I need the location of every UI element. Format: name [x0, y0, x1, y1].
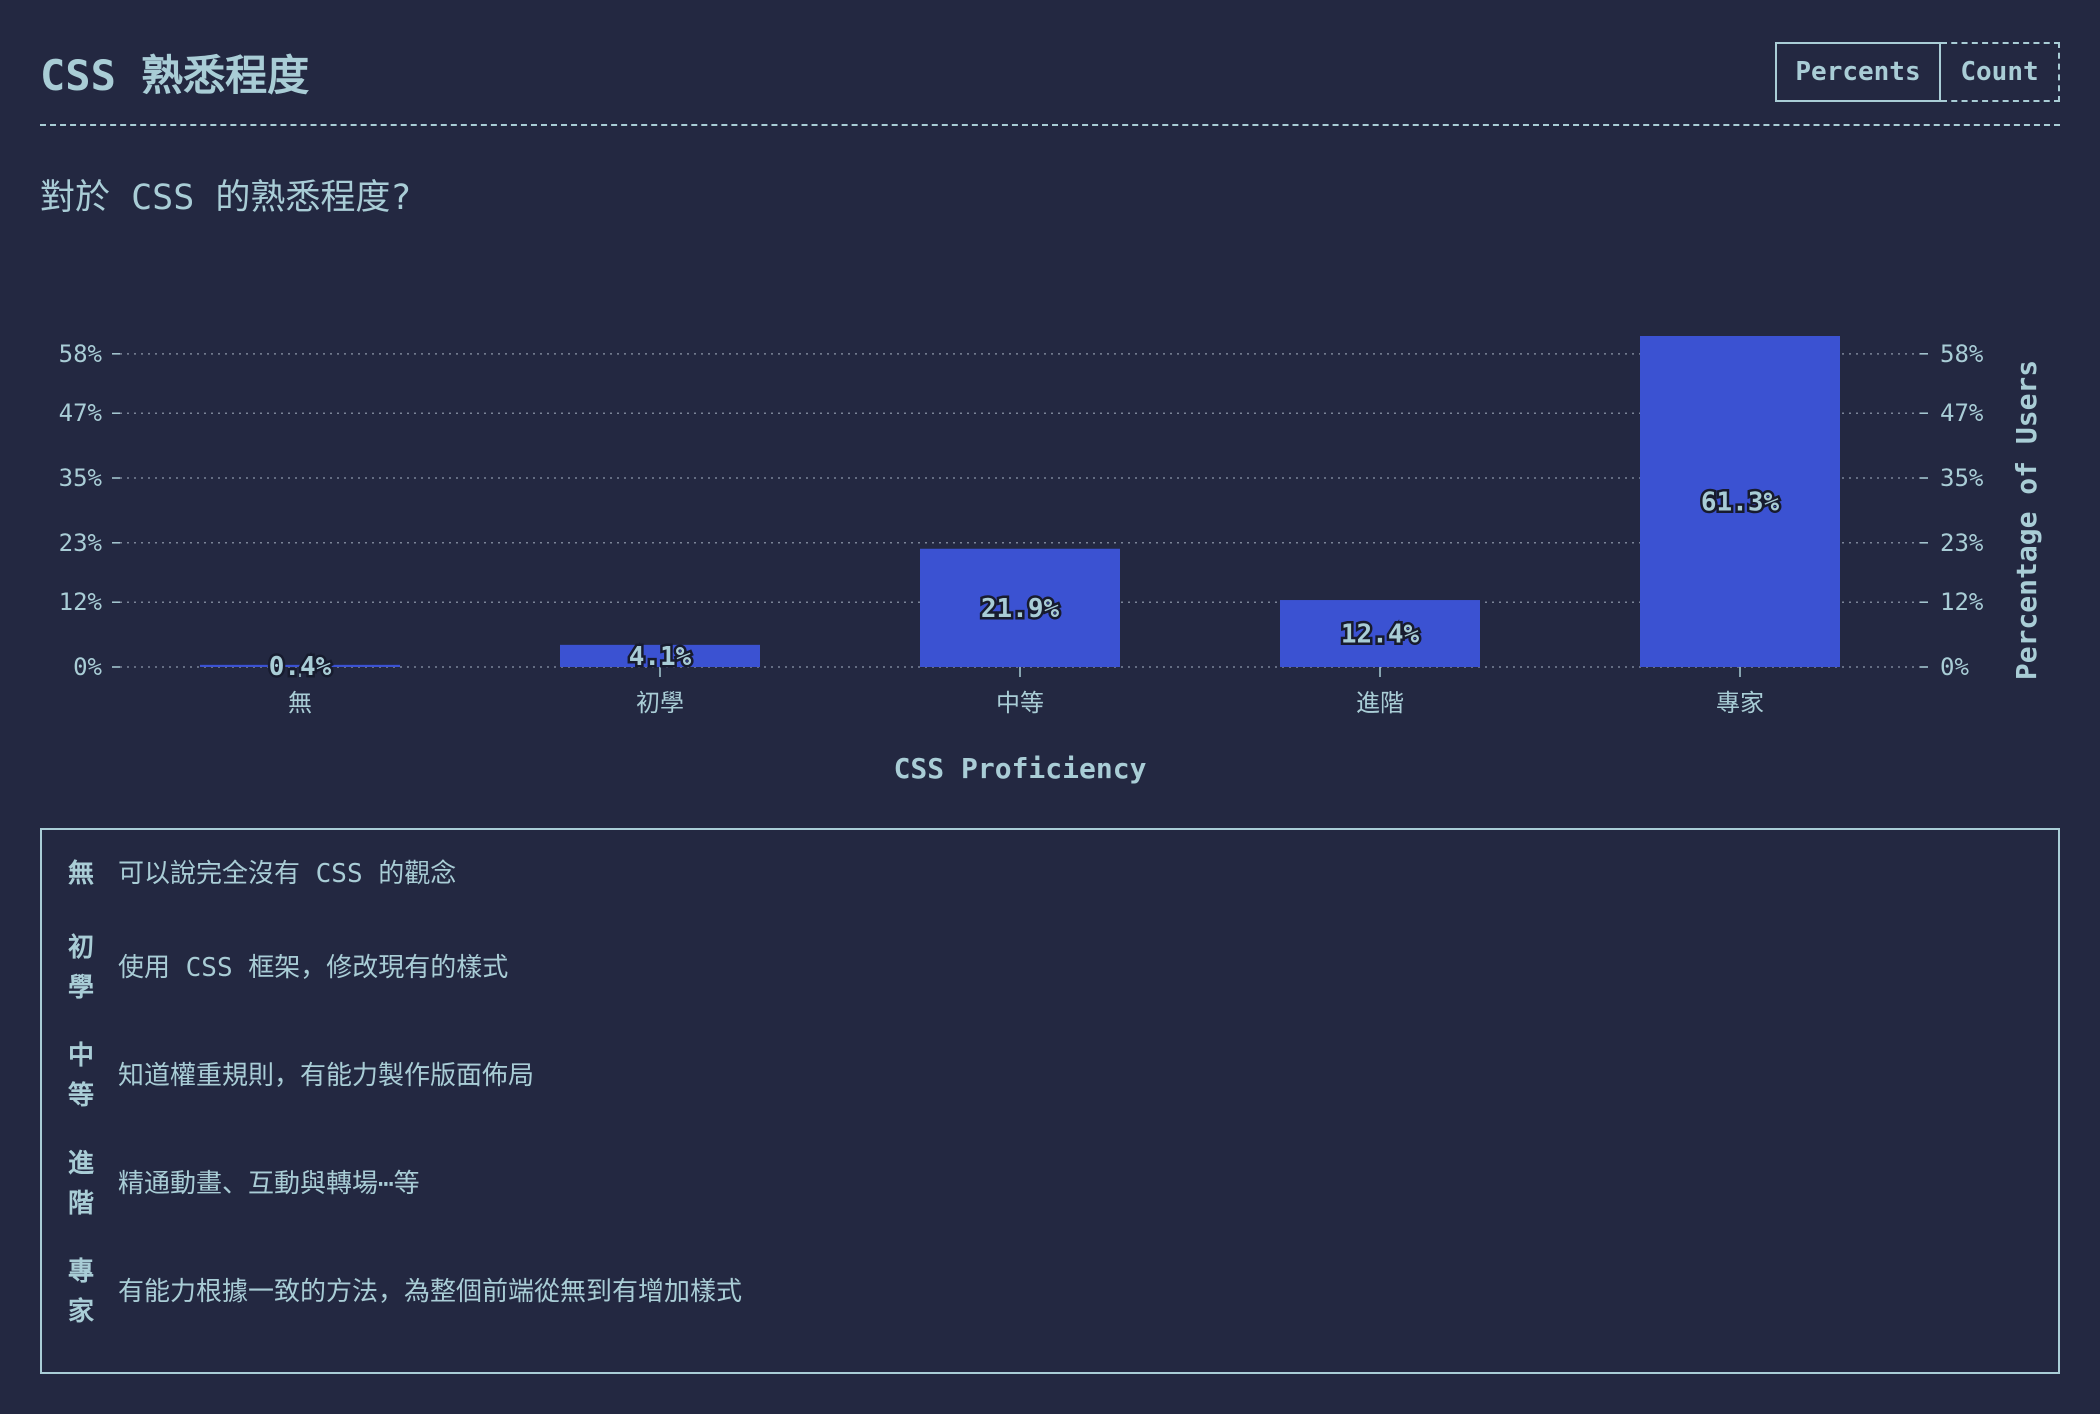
data-label: 21.9%	[981, 594, 1060, 624]
bar[interactable]	[1640, 336, 1840, 667]
x-tick-label: 無	[288, 689, 312, 717]
y-tick-label-right: 0%	[1940, 653, 1969, 681]
bar[interactable]	[920, 548, 1120, 667]
legend-row: 進階 精通動畫、互動與轉場⋯等	[42, 1144, 2058, 1224]
legend-row: 中等 知道權重規則，有能力製作版面佈局	[42, 1036, 2058, 1116]
data-label: 0.4%	[269, 652, 332, 682]
y-tick-label-right: 35%	[1940, 464, 1984, 492]
level-definitions: 無可以說完全沒有 CSS 的觀念 初學 使用 CSS 框架，修改現有的樣式 中等 知道權…	[40, 828, 2060, 1374]
count-button[interactable]: Count	[1941, 42, 2060, 102]
percents-button[interactable]: Percents	[1775, 42, 1941, 102]
legend-term: 進階	[67, 1149, 94, 1219]
legend-term: 初學	[67, 933, 94, 1003]
survey-question: 對於 CSS 的熟悉程度?	[40, 178, 412, 218]
y-tick-label: 0%	[73, 653, 102, 681]
y-tick-label: 35%	[59, 464, 103, 492]
y-tick-label-right: 23%	[1940, 529, 1984, 557]
y-tick-label: 23%	[59, 529, 103, 557]
legend-description: 有能力根據一致的方法，為整個前端從無到有增加樣式	[118, 1277, 743, 1307]
y-tick-label-right: 12%	[1940, 588, 1984, 616]
legend-description: 精通動畫、互動與轉場⋯等	[118, 1169, 420, 1199]
legend-term: 專家	[67, 1257, 94, 1327]
y-tick-label: 12%	[59, 588, 103, 616]
legend-term: 無	[67, 859, 94, 889]
legend-row: 專家 有能力根據一致的方法，為整個前端從無到有增加樣式	[42, 1252, 2058, 1332]
x-tick-label: 專家	[1716, 689, 1764, 717]
legend-description: 知道權重規則，有能力製作版面佈局	[118, 1061, 535, 1091]
data-label: 61.3%	[1701, 488, 1780, 518]
x-tick-label: 進階	[1356, 689, 1404, 717]
y-tick-label-right: 47%	[1940, 399, 1984, 427]
bar[interactable]	[560, 644, 760, 667]
legend-description: 使用 CSS 框架，修改現有的樣式	[118, 953, 509, 983]
page-title: CSS 熟悉程度	[40, 51, 310, 100]
header: CSS 熟悉程度 Percents Count	[40, 40, 2060, 126]
x-tick-label: 中等	[996, 689, 1044, 717]
bar[interactable]	[200, 664, 400, 667]
x-tick-label: 初學	[636, 689, 684, 717]
legend-row: 初學 使用 CSS 框架，修改現有的樣式	[42, 928, 2058, 1008]
y-axis-title: Percentage of Users	[2010, 360, 2043, 680]
y-tick-label: 58%	[59, 340, 103, 368]
legend-term: 中等	[67, 1041, 94, 1111]
bar[interactable]	[1280, 600, 1480, 667]
data-label: 4.1%	[629, 642, 692, 672]
unit-toggle: Percents Count	[1775, 42, 2060, 102]
data-label: 12.4%	[1341, 620, 1420, 650]
bar-chart: 0% 0% 12% 12% 23% 23% 35% 35% 47% 47% 58% 58% 無 0.4%…	[59, 336, 2043, 785]
legend-description: 可以說完全沒有 CSS 的觀念	[118, 859, 457, 889]
x-axis-title: CSS Proficiency	[894, 752, 1147, 785]
legend-row: 無可以說完全沒有 CSS 的觀念	[42, 854, 2058, 894]
y-tick-label: 47%	[59, 399, 103, 427]
y-tick-label-right: 58%	[1940, 340, 1984, 368]
